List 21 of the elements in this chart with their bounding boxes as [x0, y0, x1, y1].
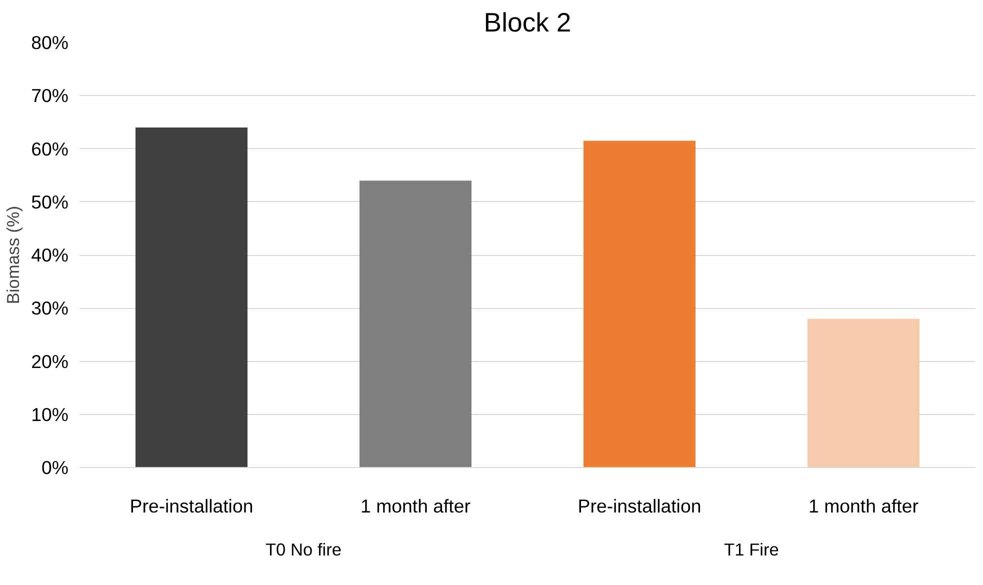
y-tick-label: 10%	[31, 404, 69, 425]
x-tick-label: Pre-installation	[130, 496, 254, 516]
x-tick-label: 1 month after	[360, 496, 470, 516]
y-tick-label: 50%	[31, 191, 69, 212]
bar	[360, 180, 472, 468]
x-tick-label: 1 month after	[808, 496, 918, 516]
y-tick-label: 80%	[31, 32, 69, 53]
x-tick-label: Pre-installation	[578, 496, 702, 516]
y-tick-label: 70%	[31, 85, 69, 106]
y-tick-label: 40%	[31, 244, 69, 266]
y-tick-label: 30%	[31, 298, 69, 319]
y-tick-label: 20%	[31, 350, 69, 372]
bar	[136, 128, 248, 468]
bar	[584, 140, 696, 468]
text: T1 Fire	[724, 540, 779, 560]
text: T0 No fire	[265, 540, 342, 560]
y-tick-label: 0%	[42, 457, 69, 478]
bar	[808, 318, 920, 468]
y-tick-label: 60%	[31, 138, 69, 160]
y-axis-title: Biomass (%)	[3, 206, 24, 304]
chart-title: Block 2	[484, 8, 572, 38]
